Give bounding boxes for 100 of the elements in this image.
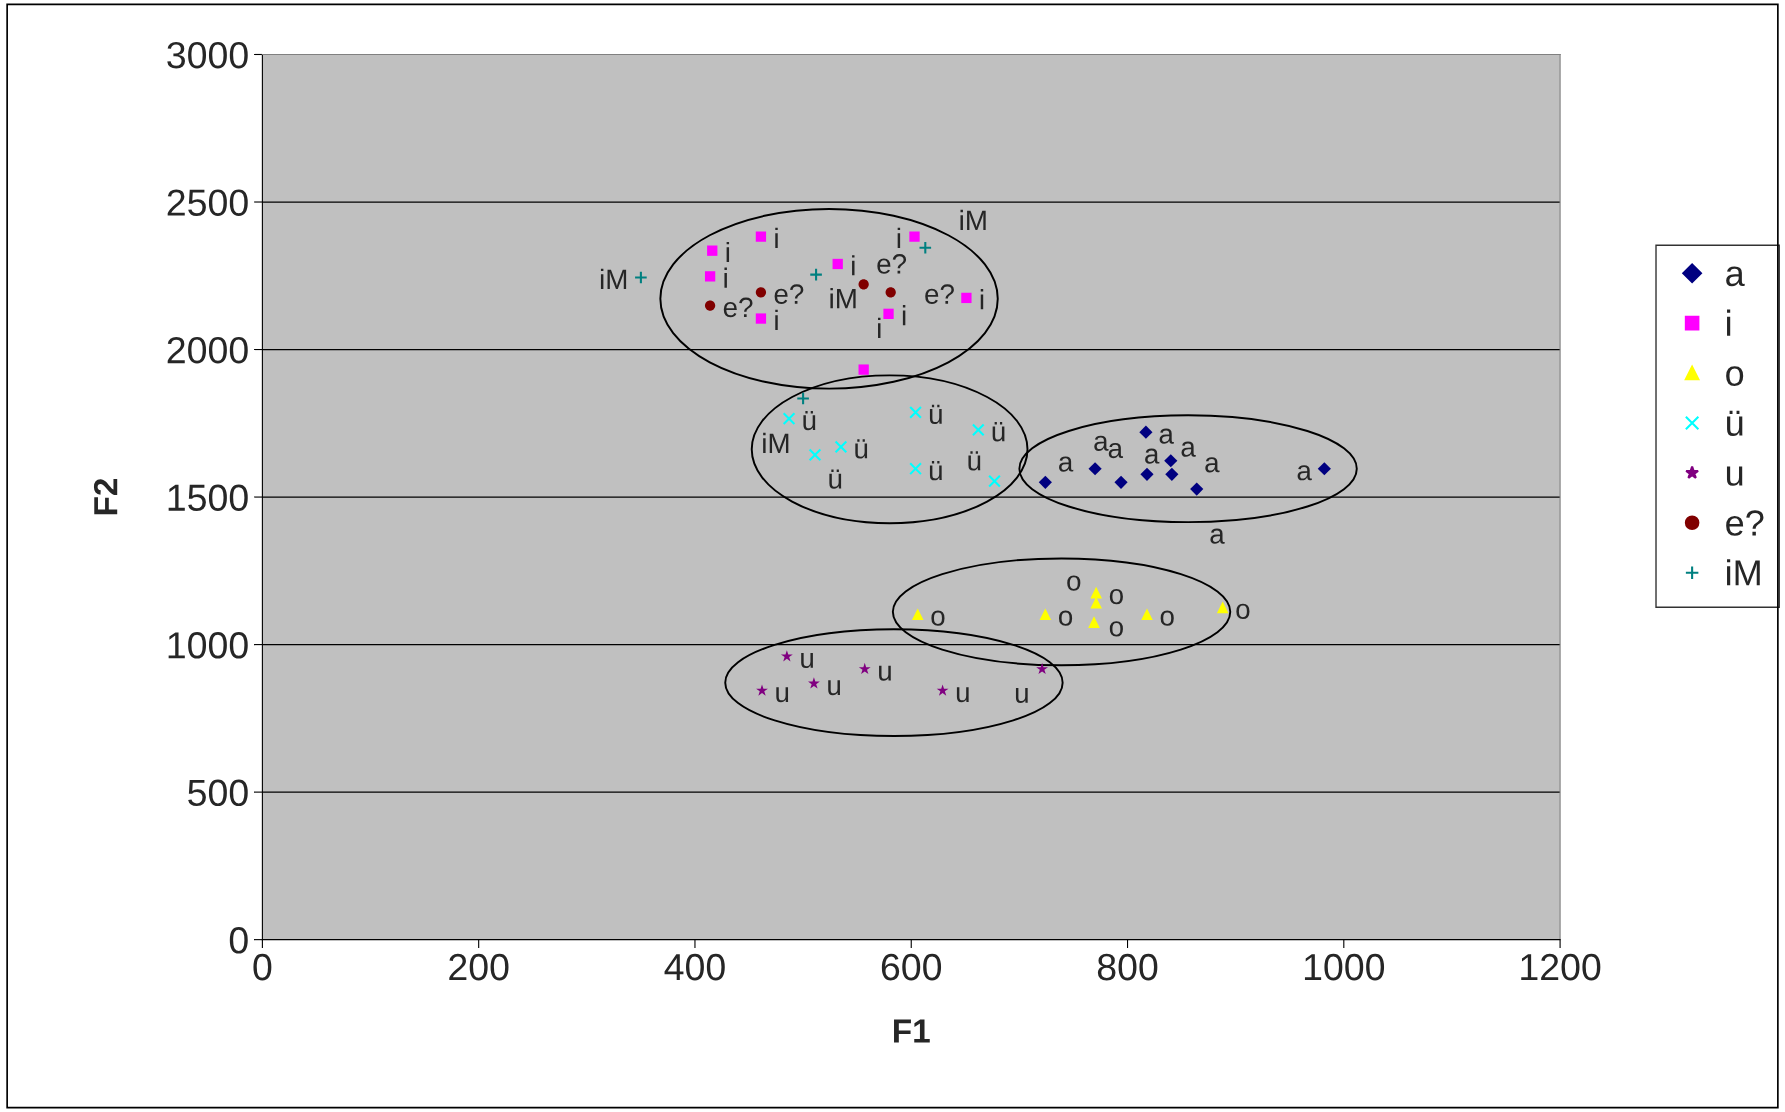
point [1139,425,1153,439]
point [832,258,843,270]
data-label: ü [829,469,842,489]
data-label: u [776,687,789,703]
data-label: i [724,267,727,288]
point [704,271,716,282]
data-label: i [726,241,730,263]
data-label: a [1205,457,1220,473]
data-label: o [1067,575,1081,591]
point [911,608,924,621]
point [704,300,716,311]
point [808,448,822,462]
point [1317,462,1331,476]
legend-label: i [1727,309,1731,336]
point [1038,475,1052,489]
point [755,287,767,298]
point [809,267,823,282]
point [1141,608,1153,621]
data-label: iM [830,288,856,309]
data-label: i [980,289,984,310]
point [808,677,820,689]
legend-label: e? [1726,510,1764,536]
y-tick-label: 0 [229,927,248,954]
legend-label: ü [1727,410,1743,436]
data-label: a [1159,428,1174,444]
data-label: u [828,680,841,696]
data-label: a [1094,435,1109,451]
x-tick-label: 1200 [1521,953,1601,981]
data-label: a [1145,448,1160,464]
point [858,364,869,375]
data-label: i [775,309,778,330]
point [780,650,793,662]
data-label: i [878,317,881,338]
point [883,308,894,319]
point [961,292,972,304]
data-label: e? [774,284,804,304]
y-tick-label: 500 [188,779,248,807]
x-tick-label: 1000 [1304,953,1385,981]
x-tick-label: 800 [1097,953,1158,981]
point [971,423,985,437]
x-tick-label: 200 [449,953,509,981]
point [909,231,920,242]
data-label: ü [929,461,942,481]
data-label: a [1108,442,1124,459]
data-label: iM [960,209,986,230]
point [885,287,896,298]
data-label: a [1181,441,1196,457]
point [936,684,949,696]
x-tick-label: 600 [881,953,942,981]
point [918,240,933,255]
data-label: o [1160,610,1174,626]
point [755,231,767,242]
data-label: o [931,610,945,626]
data-label: o [1059,610,1073,626]
point [909,405,922,419]
data-label: u [1015,687,1028,703]
point [634,270,648,285]
point [909,462,922,476]
data-label: o [1109,621,1123,637]
data-label: a [1059,456,1074,472]
point [1216,601,1229,614]
data-label: i [775,227,778,248]
data-label: e? [925,284,954,304]
data-label: u [801,653,813,669]
point [1114,475,1128,489]
data-label: u [879,665,891,681]
data-label: ü [992,422,1005,442]
y-axis-title: F2 [93,478,118,515]
y-tick-label: 2500 [167,189,248,216]
point [1036,662,1048,675]
point [988,474,1001,488]
y-tick-label: 1500 [168,484,248,512]
point [755,313,767,324]
point [782,412,796,425]
data-label: a [1210,528,1225,544]
data-label: ü [968,451,981,471]
data-label: ü [803,410,816,431]
point [1088,616,1100,628]
data-label: o [1236,603,1250,620]
data-label: e? [723,297,753,318]
data-label: ü [929,404,942,425]
legend-label: u [1726,466,1743,486]
data-label: a [1297,465,1312,481]
point [1190,482,1204,496]
legend-label: o [1726,366,1744,387]
point [1088,462,1102,476]
point [707,245,718,256]
point [796,391,810,406]
data-label: e? [877,254,907,274]
point [858,279,869,290]
data-label: iM [600,268,627,289]
x-tick-label: 400 [664,953,725,981]
point [1039,608,1052,621]
point [1164,454,1178,468]
data-label: u [956,687,969,703]
data-label: i [902,305,906,326]
data-label: i [852,255,855,276]
point [1165,467,1179,481]
y-tick-label: 2000 [167,336,248,364]
point [756,684,768,696]
